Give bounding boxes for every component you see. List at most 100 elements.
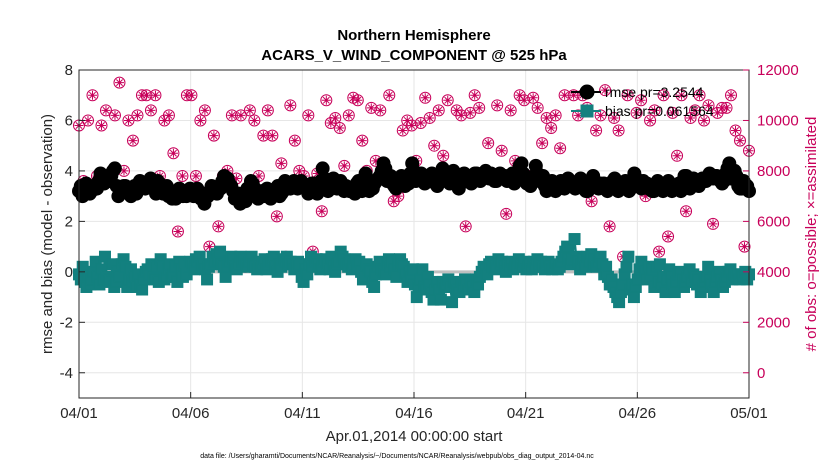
obs-assimilated-point <box>132 110 142 120</box>
obs-assimilated-point <box>128 136 138 146</box>
obs-possible-point <box>432 104 445 117</box>
y-right-tick-label: 12000 <box>757 62 799 79</box>
obs-possible-point <box>473 101 486 114</box>
obs-assimilated-point <box>636 95 646 105</box>
obs-assimilated-point <box>317 206 327 216</box>
obs-possible-point <box>365 101 378 114</box>
obs-possible-point <box>644 114 657 127</box>
obs-possible-point <box>131 109 144 122</box>
obs-possible-point <box>612 124 625 137</box>
obs-assimilated-point <box>258 131 268 141</box>
obs-possible-point <box>423 111 436 124</box>
obs-possible-point <box>725 89 738 102</box>
obs-assimilated-point <box>569 90 579 100</box>
obs-possible-point <box>608 111 621 124</box>
obs-assimilated-point <box>731 126 741 136</box>
obs-assimilated-point <box>393 191 403 201</box>
obs-possible-point <box>315 205 328 218</box>
obs-assimilated-point <box>681 206 691 216</box>
obs-assimilated-point <box>231 173 241 183</box>
obs-possible-point <box>302 109 315 122</box>
obs-possible-point <box>149 89 162 102</box>
obs-assimilated-point <box>164 110 174 120</box>
obs-assimilated-point <box>452 105 462 115</box>
obs-assimilated-point <box>506 105 516 115</box>
rmse-point <box>107 161 122 176</box>
obs-assimilated-point <box>420 93 430 103</box>
obs-possible-point <box>266 129 279 142</box>
obs-assimilated-point <box>555 143 565 153</box>
y-tick-label: -2 <box>60 314 73 331</box>
bias-point <box>98 250 111 263</box>
obs-assimilated-point <box>623 90 633 100</box>
obs-assimilated-point <box>429 141 439 151</box>
obs-possible-point <box>540 111 553 124</box>
y-axis-ticks: -4 -2 0 2 4 6 8 <box>60 62 85 382</box>
obs-possible-point <box>243 104 256 117</box>
bias-point <box>446 296 459 309</box>
obs-assimilated-point <box>708 219 718 229</box>
obs-possible-point <box>495 144 508 157</box>
y-right-axis-label: # of obs: o=possible; ×=assimilated <box>803 117 820 352</box>
y-right-tick-label: 10000 <box>757 112 799 129</box>
bias-point <box>219 270 232 283</box>
chart-title-line1: Northern Hemisphere <box>337 27 490 44</box>
bias-point <box>702 260 715 273</box>
obs-possible-point <box>693 89 706 102</box>
obs-possible-point <box>144 104 157 117</box>
obs-possible-point <box>414 116 427 129</box>
x-tick-label: 04/11 <box>284 405 320 422</box>
obs-assimilated-point <box>236 110 246 120</box>
obs-assimilated-point <box>690 105 700 115</box>
obs-possible-point <box>122 114 135 127</box>
obs-possible-point <box>666 106 679 119</box>
obs-assimilated-point <box>461 221 471 231</box>
obs-assimilated-point <box>551 110 561 120</box>
x-tick-label: 04/01 <box>60 405 98 422</box>
obs-possible-point <box>185 89 198 102</box>
obs-possible-point <box>383 89 396 102</box>
obs-possible-point <box>590 124 603 137</box>
bias-point <box>561 240 574 253</box>
obs-possible-point <box>189 169 202 182</box>
obs-possible-point <box>482 137 495 150</box>
obs-possible-point <box>464 106 477 119</box>
obs-assimilated-point <box>695 90 705 100</box>
x-axis-label: Apr.01,2014 00:00:00 start <box>326 428 504 445</box>
y-tick-label: 8 <box>65 62 73 79</box>
obs-possible-point <box>648 104 661 117</box>
y-tick-label: 6 <box>65 112 73 129</box>
y-tick-label: -4 <box>60 365 73 382</box>
obs-assimilated-point <box>560 90 570 100</box>
x-tick-label: 04/21 <box>507 405 545 422</box>
obs-possible-point <box>729 124 742 137</box>
obs-assimilated-point <box>326 118 336 128</box>
obs-assimilated-point <box>650 105 660 115</box>
obs-possible-point <box>671 149 684 162</box>
obs-possible-point <box>95 119 108 132</box>
obs-assimilated-point <box>290 136 300 146</box>
obs-possible-point <box>702 99 715 112</box>
obs-possible-point <box>621 89 634 102</box>
x-tick-label: 05/01 <box>730 405 768 422</box>
obs-assimilated-point <box>366 103 376 113</box>
x-axis-ticks: 04/01 04/06 04/11 04/16 04/21 04/26 05/01 <box>60 392 768 422</box>
obs-assimilated-point <box>339 161 349 171</box>
obs-possible-point <box>653 245 666 258</box>
obs-assimilated-point <box>335 123 345 133</box>
obs-assimilated-point <box>546 123 556 133</box>
bias-point <box>613 296 626 309</box>
obs-assimilated-point <box>168 148 178 158</box>
obs-assimilated-point <box>492 100 502 110</box>
obs-possible-point <box>126 134 139 147</box>
obs-possible-point <box>680 205 693 218</box>
obs-assimilated-point <box>213 221 223 231</box>
obs-possible-point <box>284 99 297 112</box>
obs-possible-point <box>599 84 612 97</box>
obs-possible-point <box>86 89 99 102</box>
obs-assimilated-point <box>668 108 678 118</box>
legend-rmse-label: rmse pr=3.2544 <box>605 84 704 100</box>
obs-possible-point <box>684 111 697 124</box>
obs-possible-point <box>662 230 675 243</box>
obs-assimilated-point <box>294 166 304 176</box>
